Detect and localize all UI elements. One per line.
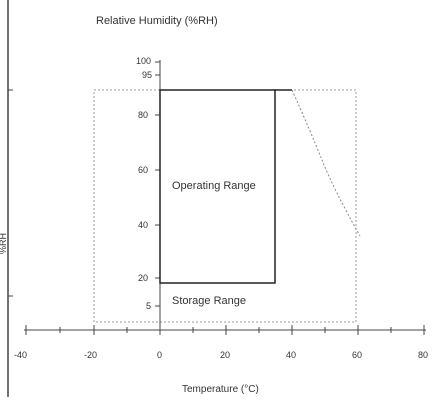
y-tick-label-20: 20 xyxy=(138,273,148,283)
y-tick-label-100: 100 xyxy=(136,56,151,66)
left-axis-label: %RH xyxy=(0,233,8,254)
storage-range-label: Storage Range xyxy=(172,295,246,307)
x-tick-label-minus40: -40 xyxy=(14,350,27,360)
x-tick-label-40: 40 xyxy=(286,350,296,360)
x-tick-label-80: 80 xyxy=(418,350,428,360)
x-tick-label-60: 60 xyxy=(352,350,362,360)
x-tick-label-minus20: -20 xyxy=(84,350,97,360)
y-axis-tick-labels: 100 95 80 60 40 20 5 xyxy=(136,56,152,311)
storage-range-curve xyxy=(291,89,361,237)
storage-range-box xyxy=(93,89,357,323)
y-axis-ticks xyxy=(155,61,160,307)
y-tick-label-80: 80 xyxy=(138,110,148,120)
y-tick-label-95: 95 xyxy=(142,70,152,80)
y-tick-label-5: 5 xyxy=(146,301,151,311)
chart-title: Relative Humidity (%RH) xyxy=(96,15,218,27)
x-axis-label: Temperature (°C) xyxy=(182,384,259,395)
y-tick-label-40: 40 xyxy=(138,220,148,230)
x-axis-tick-labels: -40 -20 0 20 40 60 80 xyxy=(14,350,428,360)
x-axis-ticks xyxy=(25,325,425,335)
operating-range-label: Operating Range xyxy=(172,180,256,192)
x-tick-label-20: 20 xyxy=(220,350,230,360)
operating-range-box xyxy=(159,89,276,284)
y-tick-label-60: 60 xyxy=(138,165,148,175)
x-tick-label-0: 0 xyxy=(157,350,162,360)
